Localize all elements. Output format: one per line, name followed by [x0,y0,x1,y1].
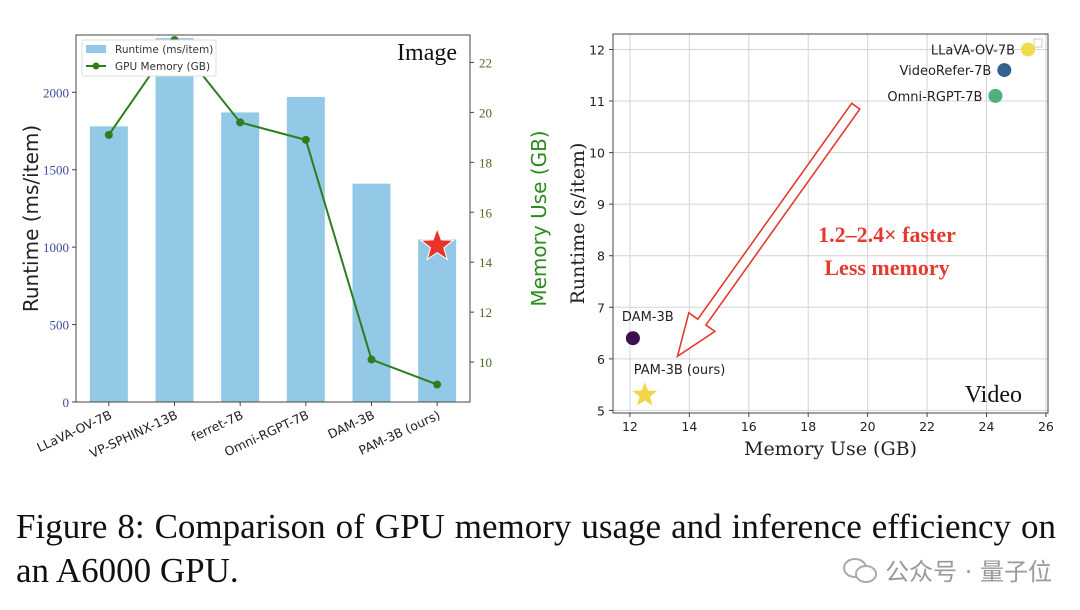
point-label: PAM-3B (ours) [634,363,726,378]
y-tick-label: 0 [63,395,70,410]
y2-tick-label: 20 [479,105,492,120]
wechat-icon [843,557,878,583]
axes-frame [612,33,1049,414]
x-tick-label: 12 [622,419,638,434]
figure-charts: 0 500 1000 1500 2000 10 12 14 16 18 20 22 LLaVA-OV-7… [19,33,1054,461]
point [625,331,640,346]
y-tick-label: 1000 [43,240,69,255]
x-tick-label: 26 [1038,419,1054,434]
bar [221,112,260,402]
x-tick-label: 22 [919,419,935,434]
memory-point [236,118,245,127]
highlight-star [419,227,455,261]
y2-tick-label: 16 [479,205,493,220]
legend-swatch-bar [86,45,106,53]
axes-frame [75,34,471,403]
y-tick-label: 12 [589,42,605,57]
point-label: Omni-RGPT-7B [887,90,982,105]
y-axis-label: Runtime (ms/item) [19,125,43,312]
y2-tick-label: 18 [479,155,492,170]
y-tick-label: 1500 [43,163,69,178]
y-tick-label: 7 [597,300,605,315]
y2-axis-label: Memory Use (GB) [527,130,551,306]
memory-point [367,355,376,364]
y-tick-label: 2000 [43,85,69,100]
point-label: LLaVA-OV-7B [931,43,1015,58]
y-axis-label: Runtime (s/item) [567,143,589,305]
x-tick-label: 20 [860,419,876,434]
point-label: DAM-3B [622,310,674,325]
legend: Runtime (ms/item) GPU Memory (GB) [81,39,217,77]
point-label: VideoRefer-7B [899,64,991,79]
bar [352,183,391,402]
y2-tick-label: 22 [479,55,492,70]
arrow-annotation [676,102,861,359]
memory-point [104,130,113,139]
y-tick-label: 10 [589,146,605,161]
y2-tick-label: 10 [479,355,492,370]
y-tick-label: 9 [597,197,605,212]
legend-swatch-marker [92,62,100,70]
y-tick-label: 8 [597,249,605,264]
point [988,88,1003,103]
memory-point [433,380,442,389]
y-tick-label: 5 [597,403,605,418]
annotation-text: 1.2–2.4× faster [818,222,956,247]
figure-caption: Figure 8: Comparison of GPU memory usage… [16,507,1056,590]
point [1021,42,1036,57]
y2-tick-label: 12 [479,305,492,320]
bar [89,126,128,402]
x-tick-label: 24 [979,419,995,434]
x-tick-label: DAM-3B [325,407,376,442]
legend-label: Runtime (ms/item) [115,44,213,56]
corner-label: Video [965,382,1022,408]
x-axis-label: Memory Use (GB) [744,438,917,460]
y2-tick-label: 14 [479,255,493,270]
bar [155,38,194,402]
y-tick-label: 500 [50,318,70,333]
x-tick-label: 18 [800,419,816,434]
watermark-text: 公众号 · 量子位 [885,558,1052,586]
legend-box [81,39,217,77]
bar [418,239,457,402]
empty-legend [1033,38,1043,48]
point [997,63,1012,78]
x-tick-label: 16 [741,419,757,434]
corner-label: Image [397,40,457,66]
y-tick-label: 6 [597,352,605,367]
watermark: 公众号 · 量子位 [843,552,1052,587]
annotation-text: Less memory [824,255,949,280]
y-tick-label: 11 [589,94,605,109]
bar [286,96,325,402]
x-tick-label: 14 [681,419,697,434]
memory-point [301,135,310,144]
point-star [632,382,658,406]
legend-label: GPU Memory (GB) [115,61,210,73]
